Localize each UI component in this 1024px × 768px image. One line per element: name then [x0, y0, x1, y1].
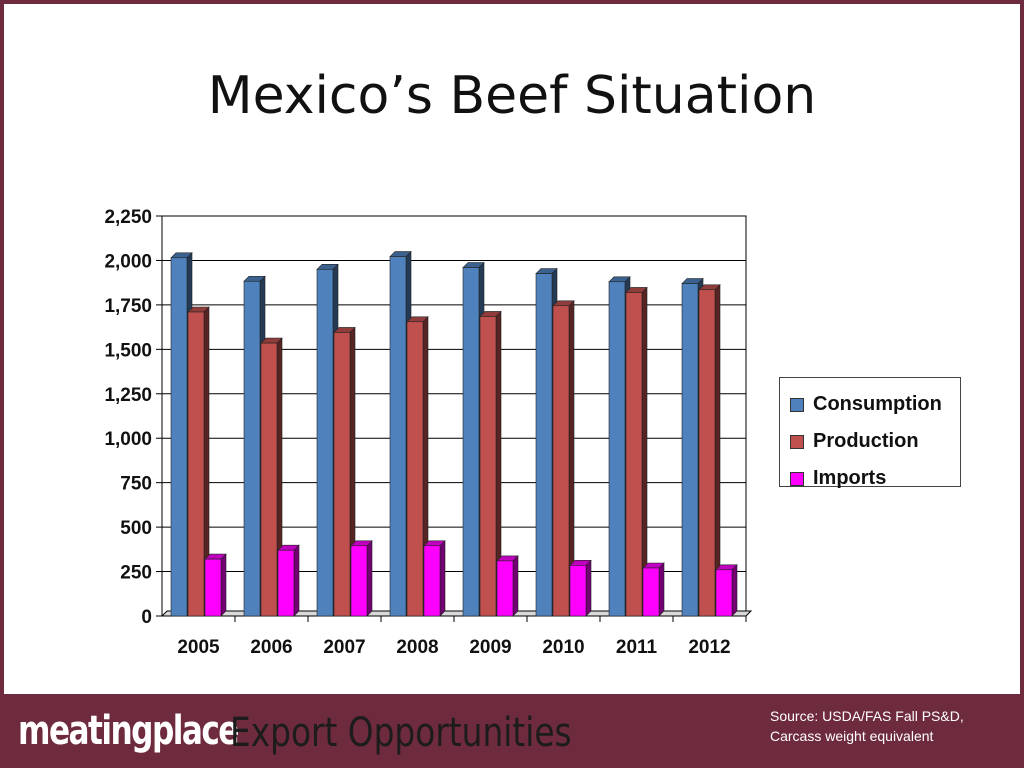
y-tick-label: 2,250 [104, 207, 152, 228]
meatingplace-logo: meatingplace [18, 708, 239, 754]
y-tick-label: 250 [120, 563, 152, 584]
y-tick-label: 1,500 [104, 340, 152, 361]
y-tick-label: 2,000 [104, 251, 152, 272]
source-line-2: Carcass weight equivalent [770, 728, 934, 744]
footer-bar: meatingplace Export Opportunities Source… [0, 694, 1024, 768]
footer-tagline: Export Opportunities [230, 710, 572, 756]
y-tick-label: 1,250 [104, 385, 152, 406]
bar-consumption-2011 [608, 281, 626, 617]
bar-production-2010 [552, 305, 570, 617]
bar-side [512, 555, 519, 617]
legend-item-consumption: Consumption [780, 386, 960, 423]
legend-label-consumption: Consumption [813, 393, 942, 415]
bar-side [585, 559, 592, 617]
bar-production-2008 [406, 321, 424, 617]
y-tick-label: 1,000 [104, 429, 152, 450]
bar-production-2005 [187, 311, 205, 617]
legend-item-production: Production [780, 423, 960, 460]
source-line-1: Source: USDA/FAS Fall PS&D, [770, 708, 964, 724]
source-note: Source: USDA/FAS Fall PS&D, Carcass weig… [770, 706, 1020, 746]
chart-legend: Consumption Production Imports [779, 377, 961, 489]
bar-production-2007 [333, 332, 351, 617]
bar-side [439, 540, 446, 617]
legend-label-imports: Imports [813, 467, 887, 489]
y-tick-label: 500 [120, 518, 152, 539]
bar-production-2006 [260, 342, 278, 617]
bar-imports-2011 [642, 567, 660, 617]
bar-side [220, 553, 227, 617]
bar-imports-2012 [715, 569, 733, 617]
y-tick-label: 750 [120, 474, 152, 495]
bar-imports-2006 [277, 549, 295, 617]
x-tick-label: 2012 [688, 637, 730, 658]
x-tick-label: 2005 [177, 637, 220, 658]
x-tick-label: 2006 [250, 637, 292, 658]
legend-label-production: Production [813, 430, 919, 452]
bar-production-2012 [698, 289, 716, 617]
x-tick-label: 2009 [469, 637, 511, 658]
bar-imports-2010 [569, 565, 587, 617]
y-tick-label: 1,750 [104, 296, 152, 317]
bar-side [293, 544, 300, 617]
bar-consumption-2010 [535, 273, 553, 617]
y-tick-label: 0 [141, 607, 152, 628]
x-tick-label: 2010 [542, 637, 584, 658]
legend-item-imports: Imports [780, 460, 960, 497]
bar-imports-2005 [204, 558, 222, 617]
bar-side [731, 564, 738, 617]
bar-consumption-2012 [681, 283, 699, 617]
bar-consumption-2005 [170, 257, 188, 617]
bar-side [658, 562, 665, 617]
bar-consumption-2008 [389, 256, 407, 617]
bar-production-2009 [479, 316, 497, 617]
legend-swatch-consumption [790, 397, 804, 412]
x-tick-label: 2011 [616, 637, 658, 658]
bar-consumption-2006 [243, 280, 261, 617]
bar-side [366, 540, 373, 617]
bar-imports-2008 [423, 545, 441, 617]
x-tick-label: 2008 [396, 637, 438, 658]
bar-consumption-2007 [316, 269, 334, 617]
bar-production-2011 [625, 292, 643, 617]
bar-imports-2009 [496, 560, 514, 617]
bar-consumption-2009 [462, 267, 480, 617]
legend-swatch-production [790, 434, 804, 449]
bar-chart: 0 250 500 750 1,000 1,250 1,500 1,750 2,000 2,250… [104, 207, 753, 658]
slide-title: Mexico’s Beef Situation [207, 66, 817, 126]
legend-swatch-imports [790, 471, 804, 486]
x-tick-label: 2007 [323, 637, 365, 658]
bar-imports-2007 [350, 545, 368, 617]
